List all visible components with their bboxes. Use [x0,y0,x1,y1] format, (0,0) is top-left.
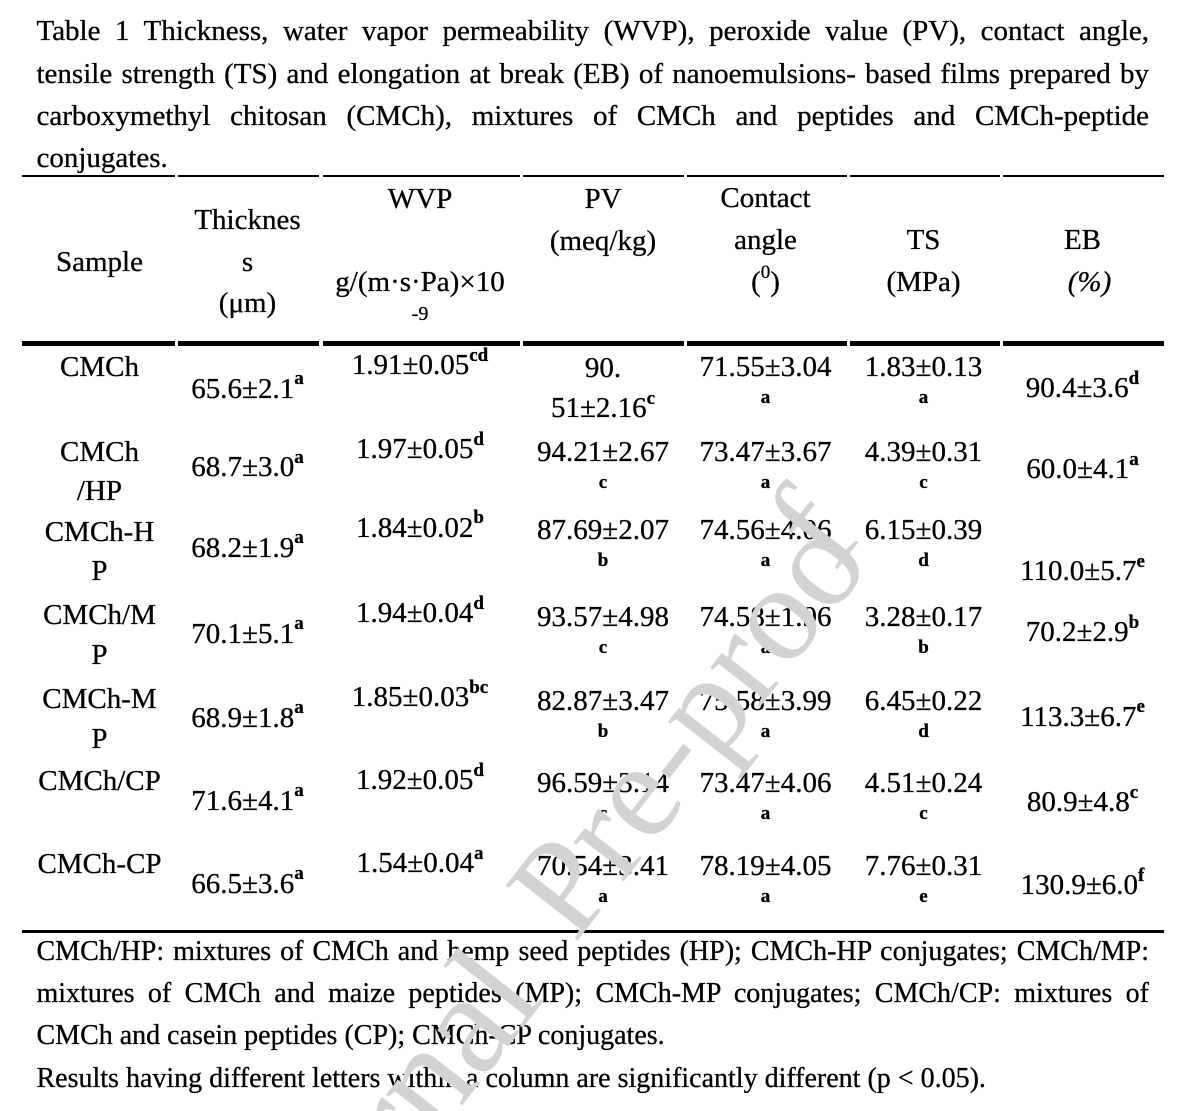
svg-text:Pre-proo: Pre-proo [478,488,896,963]
